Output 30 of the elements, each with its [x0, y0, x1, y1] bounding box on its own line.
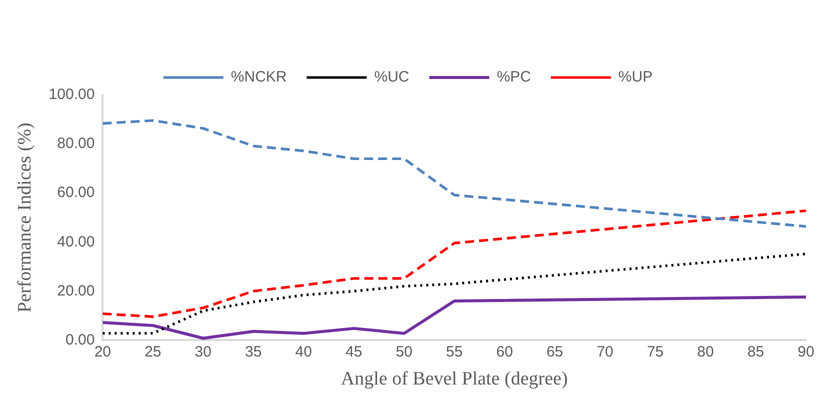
line-series [102, 252, 806, 335]
legend-label: %NCKR [230, 68, 287, 86]
x-tick-label: 85 [747, 343, 764, 360]
x-tick-label: 70 [596, 343, 614, 360]
x-tick-label: 55 [446, 343, 463, 360]
x-tick-label: 65 [546, 343, 564, 360]
x-axis-title: Angle of Bevel Plate (degree) [340, 368, 568, 390]
x-tick-label: 50 [396, 343, 412, 360]
x-tick-label: 75 [646, 343, 664, 360]
y-tick-label: 100.00 [48, 86, 95, 104]
x-tick-label: 35 [245, 343, 262, 360]
x-tick-label: 30 [194, 343, 212, 360]
x-tick-label: 20 [94, 343, 112, 360]
x-tick-label: 45 [346, 343, 362, 360]
y-tick-label: 20.00 [57, 282, 95, 300]
line-series [102, 209, 806, 318]
legend-label: %UC [374, 68, 410, 86]
legend-label: %UP [618, 68, 653, 86]
legend-label: %PC [496, 68, 532, 86]
y-axis-title: Performance Indices (%) [14, 122, 36, 313]
y-tick-label: 80.00 [57, 135, 95, 152]
x-tick-label: 40 [295, 343, 312, 360]
x-tick-label: 80 [697, 343, 714, 360]
x-tick-label: 25 [144, 343, 162, 360]
y-tick-label: 0.00 [65, 331, 95, 348]
x-tick-label: 90 [798, 343, 814, 360]
x-tick-label: 60 [496, 343, 513, 360]
y-tick-label: 40.00 [57, 233, 95, 250]
line-series [102, 119, 806, 228]
y-tick-label: 60.00 [57, 184, 95, 202]
